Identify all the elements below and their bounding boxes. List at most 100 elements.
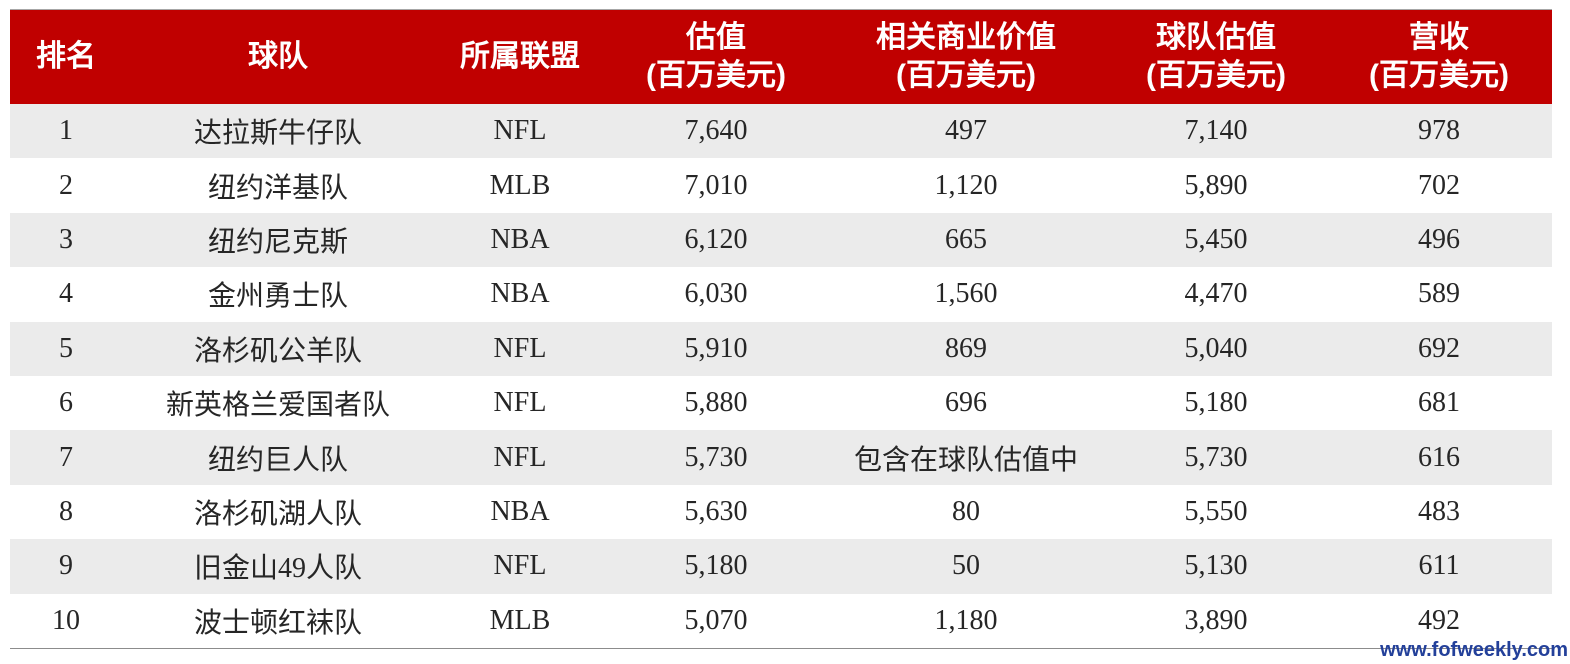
cell-league: NFL <box>493 550 547 582</box>
cell-valuation: 5,730 <box>684 441 748 473</box>
cell-team-valuation: 5,180 <box>1184 387 1248 419</box>
table-row: 8 洛杉矶湖人队 NBA 5,630 80 5,550 483 <box>10 485 1552 539</box>
cell-revenue: 681 <box>1418 387 1460 419</box>
cell-rank: 5 <box>59 332 73 364</box>
cell-rank: 8 <box>59 495 73 527</box>
cell-rank: 9 <box>59 550 73 582</box>
cell-revenue: 492 <box>1418 604 1460 636</box>
cell-valuation: 5,070 <box>684 604 748 636</box>
table-header: 排名 球队 所属联盟 估值 (百万美元) 相关商业价值 (百万美元) 球队估值 … <box>10 10 1552 104</box>
cell-league: NBA <box>490 278 550 310</box>
cell-rank: 7 <box>59 441 73 473</box>
header-unit: (百万美元) <box>1146 59 1286 92</box>
cell-team-valuation: 5,730 <box>1184 441 1248 473</box>
cell-commercial-value: 50 <box>952 550 980 582</box>
header-cell-team: 球队 <box>122 10 434 104</box>
cell-team: 洛杉矶湖人队 <box>193 498 362 530</box>
cell-rank: 6 <box>59 387 73 419</box>
cell-rank: 10 <box>52 604 80 636</box>
cell-rank: 1 <box>59 115 73 147</box>
cell-commercial-value: 665 <box>945 223 987 255</box>
header-label: 相关商业价值 <box>876 21 1056 54</box>
cell-league: NFL <box>493 115 547 147</box>
cell-team-valuation: 4,470 <box>1184 278 1248 310</box>
cell-team-valuation: 5,040 <box>1184 332 1248 364</box>
table-row: 4 金州勇士队 NBA 6,030 1,560 4,470 589 <box>10 267 1552 321</box>
header-label: 球队 <box>248 40 308 73</box>
header-label: 球队估值 <box>1156 21 1276 54</box>
cell-valuation: 5,630 <box>684 495 748 527</box>
cell-team-valuation: 3,890 <box>1184 604 1248 636</box>
table-row: 10 波士顿红袜队 MLB 5,070 1,180 3,890 492 <box>10 594 1552 648</box>
cell-team: 新英格兰爱国者队 <box>165 390 390 422</box>
cell-commercial-value: 497 <box>945 115 987 147</box>
header-label: 所属联盟 <box>460 40 580 73</box>
cell-commercial-value: 1,560 <box>934 278 998 310</box>
cell-team: 达拉斯牛仔队 <box>193 118 362 150</box>
cell-revenue: 702 <box>1418 169 1460 201</box>
team-valuation-table: 排名 球队 所属联盟 估值 (百万美元) 相关商业价值 (百万美元) 球队估值 … <box>10 9 1552 649</box>
cell-commercial-value: 1,180 <box>934 604 998 636</box>
cell-commercial-value: 80 <box>952 495 980 527</box>
cell-team-valuation: 5,450 <box>1184 223 1248 255</box>
table-row: 7 纽约巨人队 NFL 5,730 包含在球队估值中 5,730 616 <box>10 430 1552 485</box>
cell-rank: 4 <box>59 278 73 310</box>
header-label: 营收 <box>1409 21 1469 54</box>
cell-league: MLB <box>489 169 551 201</box>
cell-revenue: 692 <box>1418 332 1460 364</box>
cell-valuation: 5,910 <box>684 332 748 364</box>
cell-rank: 2 <box>59 169 73 201</box>
cell-team: 金州勇士队 <box>207 281 348 313</box>
header-unit: (百万美元) <box>896 59 1036 92</box>
cell-team-valuation: 5,550 <box>1184 495 1248 527</box>
cell-league: MLB <box>489 604 551 636</box>
header-unit: (百万美元) <box>1369 59 1509 92</box>
header-cell-valuation: 估值 (百万美元) <box>606 10 826 104</box>
cell-valuation: 7,010 <box>684 169 748 201</box>
cell-revenue: 496 <box>1418 223 1460 255</box>
cell-team-valuation: 5,890 <box>1184 169 1248 201</box>
cell-valuation: 5,880 <box>684 387 748 419</box>
cell-revenue: 589 <box>1418 278 1460 310</box>
cell-team: 纽约巨人队 <box>207 444 348 476</box>
cell-team: 波士顿红袜队 <box>193 607 362 639</box>
table-row: 5 洛杉矶公羊队 NFL 5,910 869 5,040 692 <box>10 321 1552 376</box>
cell-commercial-value: 869 <box>945 332 987 364</box>
cell-valuation: 5,180 <box>684 550 748 582</box>
cell-commercial-value: 696 <box>945 387 987 419</box>
header-cell-rank: 排名 <box>10 10 122 104</box>
table-row: 1 达拉斯牛仔队 NFL 7,640 497 7,140 978 <box>10 104 1552 159</box>
header-label: 估值 <box>686 21 746 54</box>
cell-league: NBA <box>490 223 550 255</box>
header-cell-commercial-value: 相关商业价值 (百万美元) <box>826 10 1106 104</box>
cell-revenue: 483 <box>1418 495 1460 527</box>
cell-valuation: 7,640 <box>684 115 748 147</box>
cell-rank: 3 <box>59 223 73 255</box>
cell-league: NBA <box>490 495 550 527</box>
cell-revenue: 616 <box>1418 441 1460 473</box>
cell-valuation: 6,030 <box>684 278 748 310</box>
table-row: 3 纽约尼克斯 NBA 6,120 665 5,450 496 <box>10 212 1552 268</box>
cell-revenue: 611 <box>1418 550 1460 582</box>
header-cell-league: 所属联盟 <box>434 10 606 104</box>
header-cell-revenue: 营收 (百万美元) <box>1326 10 1552 104</box>
header-cell-team-valuation: 球队估值 (百万美元) <box>1106 10 1326 104</box>
cell-league: NFL <box>493 332 547 364</box>
table-body: 1 达拉斯牛仔队 NFL 7,640 497 7,140 978 2 纽约洋基队 MLB 7,010… <box>10 104 1552 648</box>
watermark: www.fofweekly.com <box>1380 639 1568 661</box>
header-label: 排名 <box>36 40 96 73</box>
table-row: 9 旧金山49人队 NFL 5,180 50 5,130 611 <box>10 539 1552 594</box>
cell-commercial-value: 包含在球队估值中 <box>853 444 1078 476</box>
cell-team: 旧金山49人队 <box>193 553 362 585</box>
table-row: 6 新英格兰爱国者队 NFL 5,880 696 5,180 681 <box>10 376 1552 430</box>
cell-league: NFL <box>493 441 547 473</box>
cell-team-valuation: 5,130 <box>1184 550 1248 582</box>
cell-team-valuation: 7,140 <box>1184 115 1248 147</box>
cell-team: 纽约洋基队 <box>207 172 348 204</box>
cell-league: NFL <box>493 387 547 419</box>
cell-valuation: 6,120 <box>684 223 748 255</box>
header-unit: (百万美元) <box>646 59 786 92</box>
cell-revenue: 978 <box>1418 115 1460 147</box>
table-row: 2 纽约洋基队 MLB 7,010 1,120 5,890 702 <box>10 158 1552 212</box>
cell-commercial-value: 1,120 <box>934 169 998 201</box>
